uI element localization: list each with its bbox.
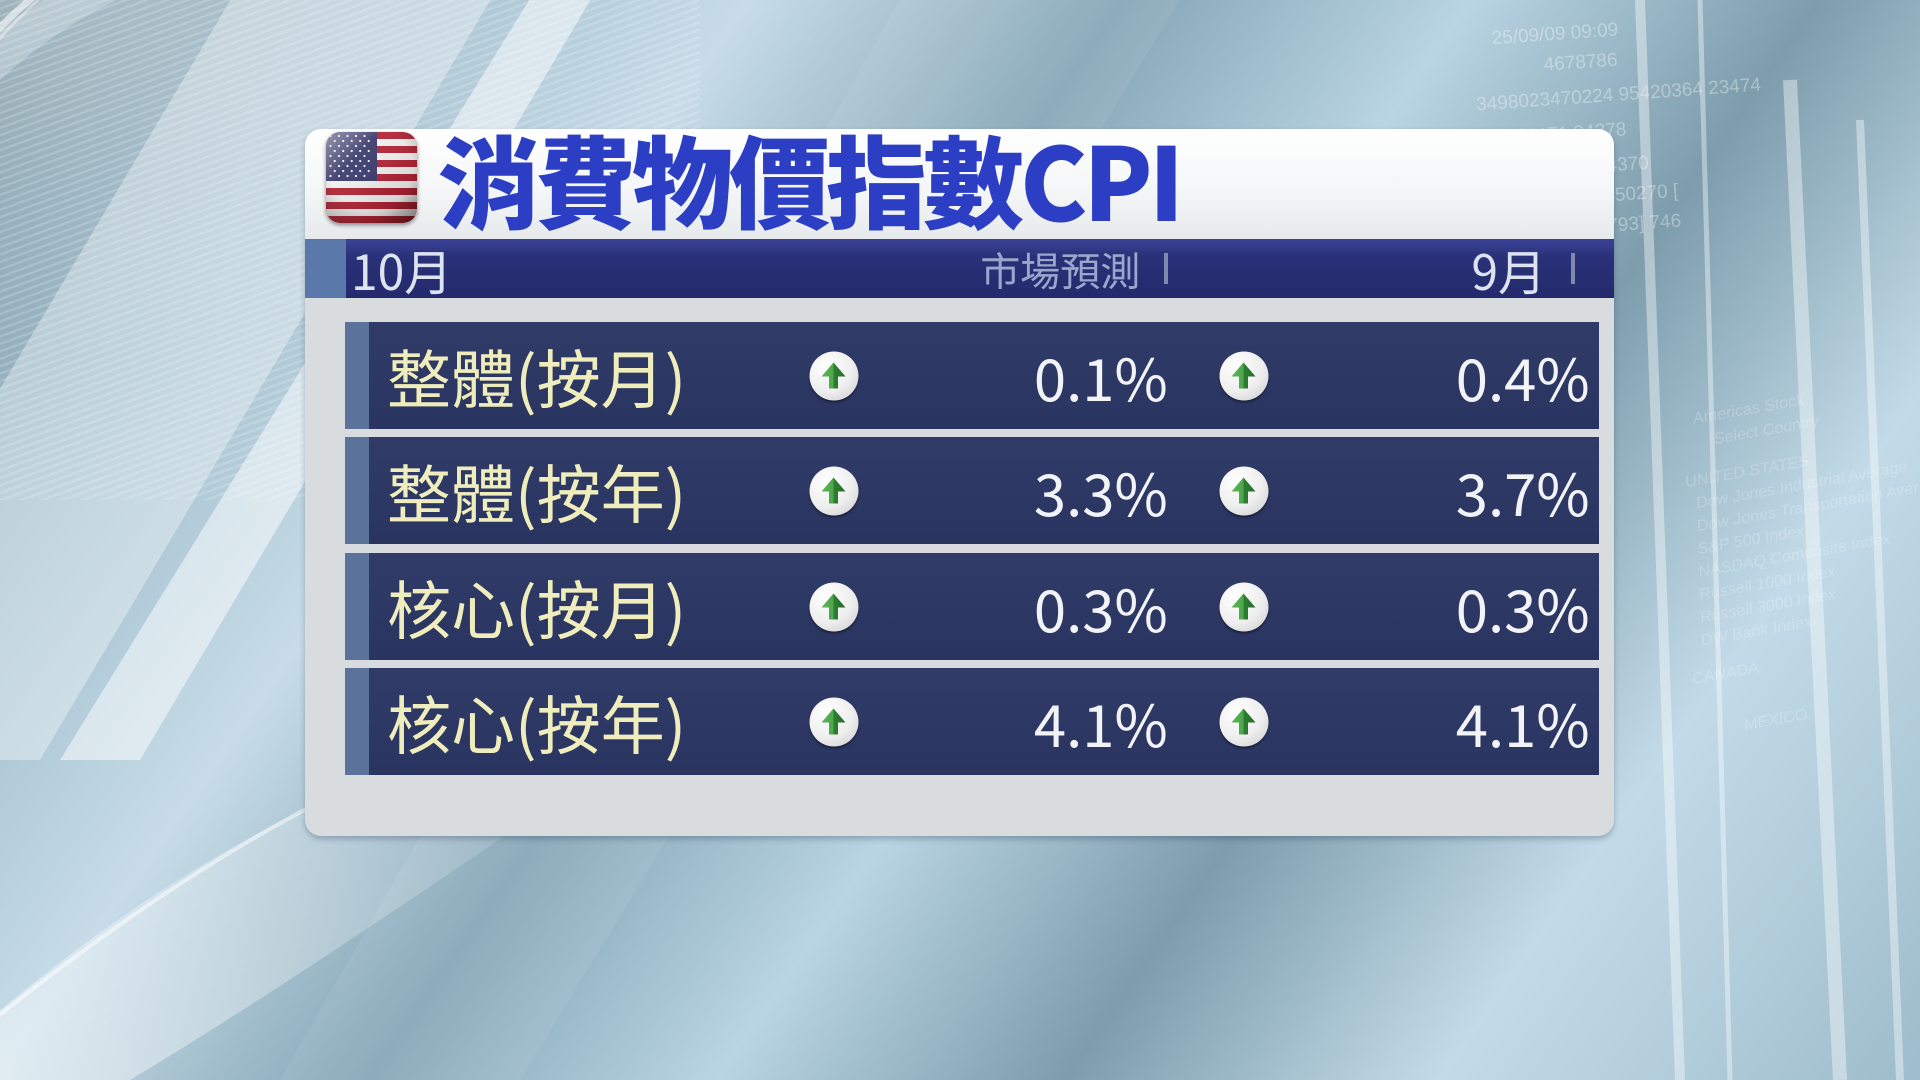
svg-text:CANADA: CANADA (1692, 659, 1759, 689)
svg-text:25/09/09 09:09: 25/09/09 09:09 (1491, 19, 1619, 49)
svg-text:MEXICO: MEXICO (1744, 705, 1808, 734)
svg-text:3498023470224 95420364 23474: 3498023470224 95420364 23474 (1476, 75, 1762, 116)
svg-text:4678786: 4678786 (1543, 50, 1618, 76)
